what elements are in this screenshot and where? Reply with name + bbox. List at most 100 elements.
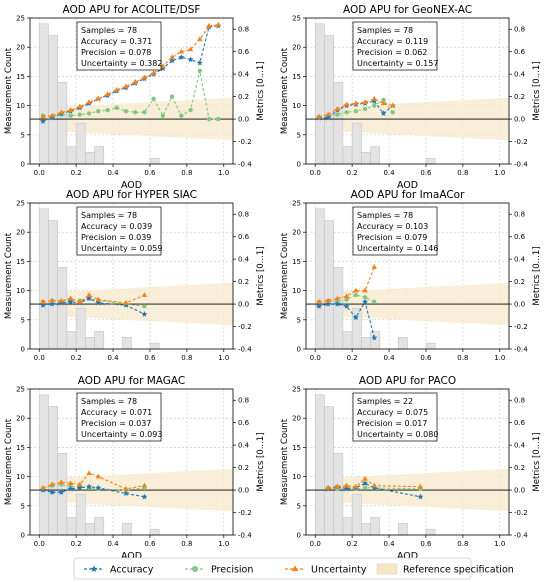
x-tick-label: 0.4 (383, 540, 395, 548)
data-point (334, 300, 341, 307)
stats-line: Accuracy = 0.071 (81, 408, 152, 417)
hist-bar (342, 331, 353, 350)
hist-bar (398, 523, 408, 536)
stats-line: Samples = 78 (81, 26, 137, 35)
data-point (151, 96, 156, 102)
chart-panel-6: AOD APU for PACO 0.0 0.2 0.4 0.6 0.8 1.0 0 5 10 15… (280, 375, 542, 562)
data-point (325, 114, 332, 121)
y-axis-label: Measurement Count (4, 418, 14, 505)
axes-frame (29, 17, 234, 165)
stats-box: Samples = 78 Accuracy = 0.371 Precision = … (76, 21, 162, 71)
y2-tick-label: 0.2 (238, 464, 249, 472)
y2-tick-label: 0.4 (514, 256, 526, 264)
data-point (49, 300, 56, 307)
data-point (206, 22, 212, 28)
y-tick-label: 0 (297, 161, 301, 169)
data-point (49, 297, 55, 303)
data-point (325, 484, 331, 490)
hist-bar (66, 331, 77, 350)
hist-bar (122, 337, 132, 350)
data-point (123, 109, 129, 114)
data-point (315, 303, 322, 309)
y-tick-label: 10 (292, 473, 301, 481)
hist-bar (351, 493, 362, 536)
stats-line: Uncertainty = 0.157 (357, 59, 438, 68)
data-point (334, 105, 341, 111)
stats-line: Precision = 0.037 (81, 419, 151, 428)
y2-tick-label: 0.2 (238, 93, 249, 101)
y2-tick-label: -0.2 (514, 509, 528, 517)
data-point (39, 118, 46, 124)
data-point (325, 300, 332, 307)
x-axis-label: AOD (397, 551, 418, 562)
hist-bar (75, 122, 86, 165)
x-tick-label: 0.6 (144, 540, 156, 548)
chart-title: AOD APU for ImaACor (351, 189, 466, 201)
legend-item-reference-specification: Reference specification (376, 563, 514, 576)
data-point (86, 111, 92, 116)
hist-bar (425, 528, 436, 536)
x-tick-label: 0.2 (71, 540, 82, 548)
y2-tick-label: 0.0 (514, 487, 525, 495)
y-tick-label: 10 (16, 287, 25, 295)
y2-tick-label: 0.6 (238, 233, 250, 241)
data-point (77, 112, 83, 117)
data-point (86, 99, 92, 105)
y-tick-label: 25 (16, 200, 25, 208)
x-tick-label: 0.4 (107, 540, 119, 548)
data-point (142, 304, 147, 309)
y-tick-label: 10 (16, 473, 25, 481)
x-tick-label: 0.6 (144, 354, 156, 362)
hist-bar (333, 81, 344, 165)
hist-bar (425, 342, 436, 350)
stats-box: Samples = 78 Accuracy = 0.039 Precision = … (76, 206, 162, 256)
y-tick-label: 15 (16, 258, 25, 266)
y-tick-label: 10 (292, 287, 301, 295)
hist-bar (149, 342, 160, 350)
x-tick-label: 1.0 (494, 540, 505, 548)
hist-bar (370, 146, 381, 165)
y-axis-label: Measurement Count (280, 418, 290, 505)
x-tick-label: 0.4 (107, 169, 119, 177)
x-axis-label: AOD (121, 551, 142, 562)
y2-tick-label: 0.0 (514, 116, 525, 124)
y-tick-label: 0 (297, 346, 301, 354)
axes-frame (305, 17, 510, 165)
data-point (58, 299, 65, 306)
y2-tick-label: 0.4 (514, 71, 526, 79)
histogram (314, 23, 436, 165)
stats-line: Precision = 0.079 (357, 233, 427, 242)
y-axis-label: Measurement Count (4, 47, 14, 134)
data-point (380, 110, 387, 117)
chart-panel-3: AOD APU for HYPER SIAC 0.0 0.2 0.4 0.6 0.8 1.0… (4, 189, 266, 362)
y-tick-label: 5 (297, 316, 301, 324)
data-point (343, 293, 350, 299)
y2-tick-label: -0.4 (238, 532, 252, 540)
y-tick-label: 25 (292, 15, 301, 23)
hist-bar (314, 23, 325, 165)
data-point (95, 473, 101, 479)
stats-line: Samples = 78 (81, 397, 137, 406)
data-point (40, 298, 46, 304)
hist-bar (149, 528, 160, 536)
data-point (178, 48, 185, 54)
x-tick-label: 0.8 (181, 354, 192, 362)
data-point (95, 299, 102, 306)
hist-bar (370, 517, 381, 536)
data-point (39, 486, 46, 493)
y-tick-label: 5 (21, 502, 25, 510)
series-uncertainty (325, 475, 424, 490)
data-point (362, 475, 368, 481)
data-point (371, 484, 378, 491)
y-tick-label: 10 (292, 102, 301, 110)
y2-tick-label: 0.8 (514, 26, 525, 34)
chart-title: AOD APU for GeoNEX-AC (343, 4, 472, 16)
y2-tick-label: -0.4 (514, 161, 528, 169)
data-point (76, 484, 83, 491)
data-point (114, 105, 119, 111)
data-point (197, 68, 202, 73)
data-point (49, 489, 56, 495)
y-tick-label: 25 (292, 200, 301, 208)
y-tick-label: 0 (21, 532, 25, 540)
